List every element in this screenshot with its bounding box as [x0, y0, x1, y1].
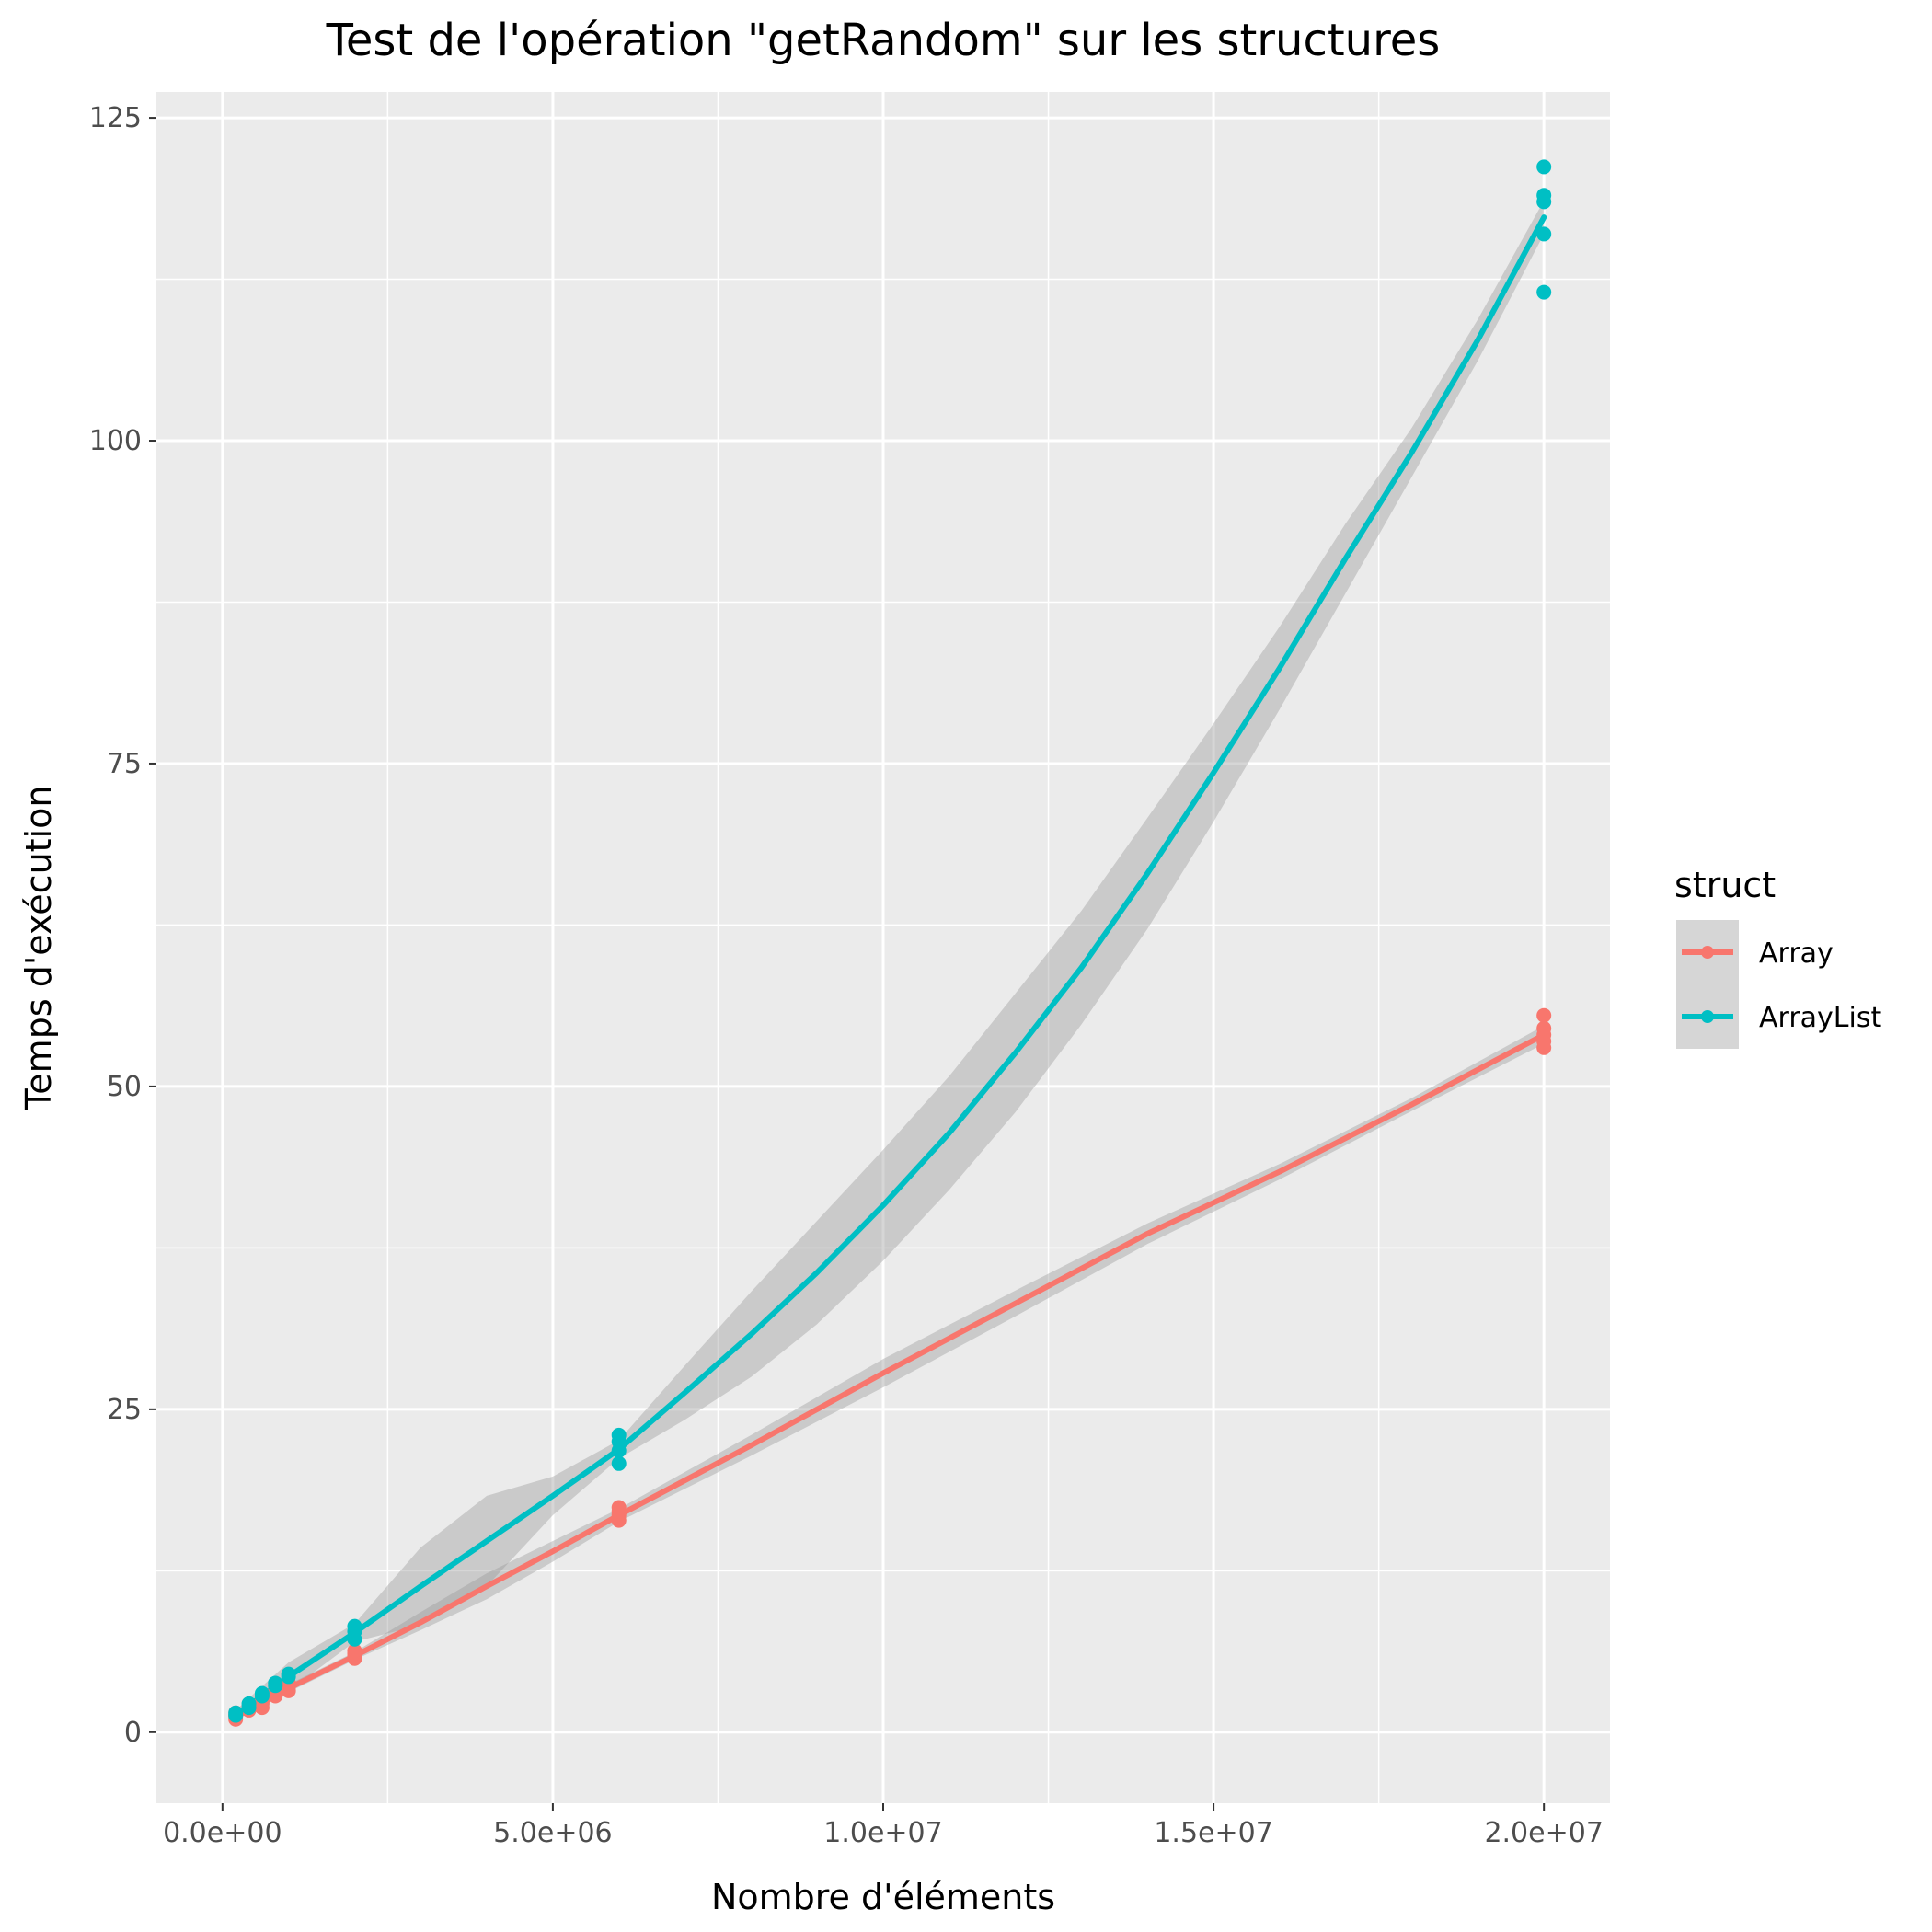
- x-tick-label: 1.0e+07: [823, 1817, 942, 1849]
- chart-title: Test de l'opération "getRandom" sur les …: [326, 15, 1441, 66]
- point-arraylist: [1536, 284, 1552, 300]
- data-points: [228, 159, 1552, 1727]
- point-arraylist: [241, 1696, 257, 1711]
- point-arraylist: [1536, 226, 1552, 242]
- x-tick-label: 5.0e+06: [493, 1817, 612, 1849]
- point-array: [347, 1643, 362, 1659]
- y-tick-label: 75: [107, 748, 142, 780]
- legend-title: struct: [1674, 865, 1776, 905]
- point-array: [611, 1500, 627, 1515]
- point-arraylist: [228, 1705, 244, 1720]
- y-axis-title: Temps d'exécution: [18, 786, 59, 1111]
- x-axis-title: Nombre d'éléments: [711, 1877, 1055, 1917]
- point-array: [1536, 1020, 1552, 1036]
- legend-point-array: [1701, 946, 1714, 959]
- y-tick-label: 100: [89, 425, 142, 457]
- y-tick-label: 25: [107, 1394, 142, 1426]
- point-arraylist: [1536, 159, 1552, 175]
- legend-label-array: Array: [1759, 937, 1834, 970]
- y-tick-label: 0: [124, 1717, 142, 1749]
- point-arraylist: [1536, 188, 1552, 203]
- x-tick-label: 0.0e+00: [163, 1817, 282, 1849]
- x-tick-label: 1.5e+07: [1154, 1817, 1272, 1849]
- y-axis: 0 25 50 75 100 125: [89, 102, 156, 1749]
- line-arraylist: [233, 214, 1547, 1719]
- point-arraylist: [347, 1618, 362, 1634]
- major-gridlines: [156, 92, 1610, 1803]
- point-arraylist: [611, 1455, 627, 1471]
- legend-label-arraylist: ArrayList: [1759, 1002, 1881, 1034]
- legend-keys: Array ArrayList: [1676, 920, 1881, 1049]
- x-tick-label: 2.0e+07: [1484, 1817, 1603, 1849]
- y-tick-label: 50: [107, 1071, 142, 1103]
- y-tick-label: 125: [89, 102, 142, 134]
- line-array: [233, 1031, 1547, 1719]
- legend: struct Array ArrayList: [1674, 865, 1881, 1049]
- smooth-lines: [233, 214, 1547, 1719]
- point-arraylist: [281, 1666, 296, 1682]
- point-arraylist: [268, 1675, 283, 1691]
- point-arraylist: [254, 1685, 270, 1701]
- point-arraylist: [611, 1427, 627, 1443]
- point-array: [1536, 1007, 1552, 1023]
- x-axis: 0.0e+00 5.0e+06 1.0e+07 1.5e+07 2.0e+07: [163, 1803, 1604, 1849]
- legend-point-arraylist: [1701, 1010, 1714, 1023]
